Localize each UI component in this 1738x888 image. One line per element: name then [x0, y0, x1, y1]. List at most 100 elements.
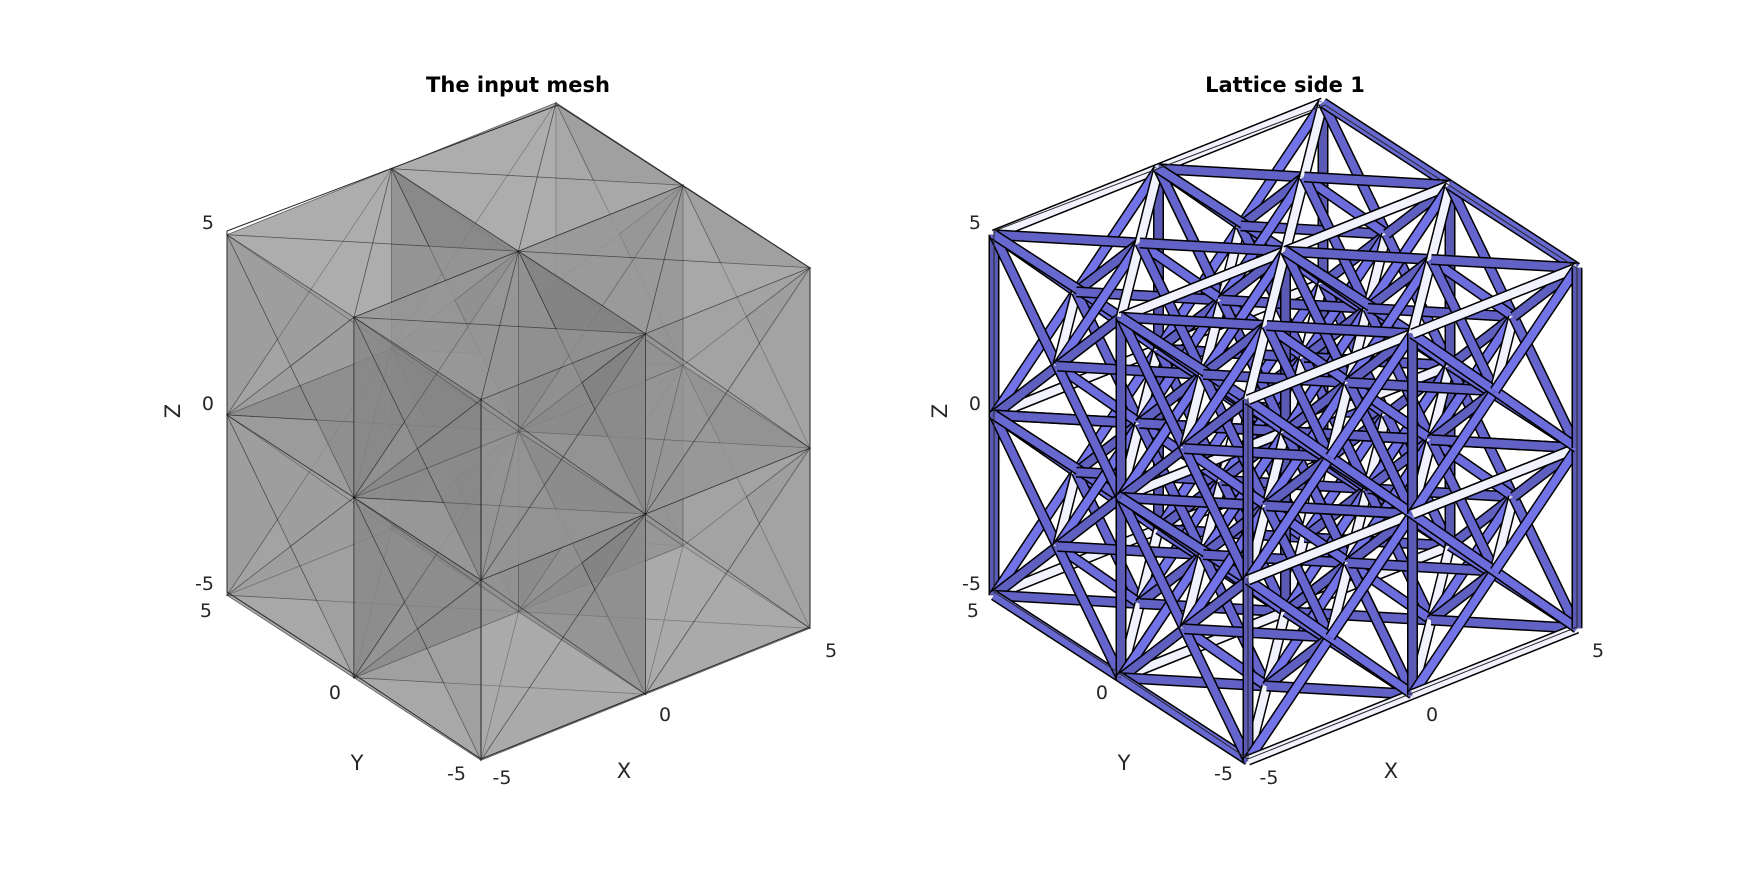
lattice-strut	[1428, 436, 1516, 501]
lattice-strut	[1218, 174, 1308, 303]
lattice-strut	[990, 413, 1062, 549]
lattice-strut	[1072, 166, 1162, 295]
mesh-face	[391, 102, 557, 178]
lattice-strut	[1057, 542, 1204, 559]
lattice-strut	[1262, 250, 1290, 327]
lattice-strut	[1345, 257, 1435, 385]
y-axis-ticks: 5 0 -5	[967, 600, 1233, 785]
z-tick-label: -5	[962, 573, 981, 595]
lattice-strut	[1244, 634, 1334, 763]
lattice-strut	[1120, 673, 1267, 690]
lattice-strut	[1119, 247, 1287, 321]
lattice-strut	[1411, 444, 1579, 518]
y-tick-label: 0	[1096, 682, 1108, 704]
lattice-strut	[1491, 265, 1581, 394]
lattice-strut	[1158, 164, 1305, 181]
lattice-strut	[1184, 444, 1331, 461]
panel-input-mesh: The input mesh 5 0 -5 Z 5 0 -5 Y -5 0 5 …	[161, 73, 837, 789]
lattice-strut	[1137, 239, 1225, 304]
lattice-strut	[1326, 511, 1416, 640]
lattice-strut	[1264, 502, 1352, 567]
lattice-strut	[1427, 257, 1499, 393]
lattice-strut	[1117, 552, 1207, 680]
x-tick-label: 5	[1592, 640, 1604, 662]
lattice-strut	[1408, 258, 1436, 335]
lattice-strut	[1409, 568, 1499, 697]
lattice-strut	[1117, 495, 1189, 631]
lattice-strut	[1304, 173, 1451, 190]
lattice-strut	[1300, 175, 1372, 311]
lattice-strut	[1327, 453, 1415, 518]
y-tick-label: 5	[200, 600, 212, 622]
lattice-strut	[1246, 690, 1414, 764]
lattice-strut	[1284, 181, 1452, 255]
lattice-strut	[1180, 446, 1252, 582]
panel-title: Lattice side 1	[1205, 73, 1365, 97]
x-axis-label: X	[617, 759, 631, 783]
lattice-strut	[1135, 167, 1163, 244]
z-tick-label: 5	[969, 212, 981, 234]
lattice-strut	[1180, 627, 1252, 762]
lattice-strut	[1300, 101, 1327, 178]
x-tick-label: 0	[1426, 704, 1438, 726]
lattice-strut	[1264, 322, 1352, 386]
lattice-strut	[1301, 173, 1389, 238]
z-axis-ticks: 5 0 -5	[962, 212, 981, 595]
lattice-strut	[1246, 510, 1414, 584]
lattice-strut	[1118, 445, 1187, 501]
lattice-strut	[1244, 454, 1334, 583]
lattice-strut	[1364, 183, 1454, 311]
x-axis-ticks: -5 0 5	[1260, 640, 1605, 789]
lattice-strut	[1245, 396, 1333, 461]
lattice-render	[988, 97, 1583, 766]
lattice-strut	[990, 469, 1080, 598]
lattice-strut	[1237, 100, 1327, 229]
z-axis-label: Z	[161, 404, 185, 418]
lattice-strut	[991, 543, 1060, 599]
lattice-strut	[993, 411, 1140, 428]
lattice-strut	[1139, 239, 1286, 256]
lattice-strut	[1182, 576, 1251, 633]
lattice-strut	[1199, 249, 1289, 377]
x-tick-label: 0	[659, 704, 671, 726]
lattice-strut	[1136, 241, 1207, 377]
axes-box	[993, 104, 1578, 760]
y-axis-ticks: 5 0 -5	[200, 600, 466, 785]
lattice-strut	[1117, 242, 1144, 319]
lattice-strut	[1492, 567, 1580, 632]
mesh-face	[226, 168, 393, 244]
y-tick-label: 0	[329, 682, 341, 704]
panel-lattice-side: Lattice side 1 5 0 -5 Z 5 0 -5 Y -5 0 5 …	[928, 73, 1604, 789]
lattice-strut	[992, 165, 1160, 239]
lattice-strut	[1326, 331, 1416, 460]
lattice-strut	[1057, 362, 1204, 379]
x-tick-label: -5	[1260, 767, 1279, 789]
lattice-strut	[1410, 510, 1498, 575]
lattice-strut	[1117, 372, 1207, 500]
lattice-strut	[1491, 445, 1581, 574]
z-tick-label: 5	[202, 212, 214, 234]
lattice-strut	[1266, 321, 1413, 338]
lattice-strut	[1411, 264, 1579, 338]
lattice-strut	[991, 362, 1060, 419]
z-tick-label: 0	[202, 393, 214, 415]
axes-box	[226, 104, 811, 760]
x-tick-label: 5	[825, 640, 837, 662]
lattice-strut	[1118, 625, 1187, 681]
lattice-strut	[1285, 247, 1432, 264]
y-axis-label: Y	[350, 751, 364, 775]
x-tick-label: -5	[493, 767, 512, 789]
lattice-strut	[1120, 313, 1267, 330]
lattice-strut	[1431, 255, 1578, 272]
lattice-strut	[1053, 544, 1125, 680]
lattice-strut	[993, 230, 1140, 247]
lattice-strut	[1184, 624, 1331, 642]
lattice-strut	[1182, 396, 1251, 452]
lattice-strut	[1120, 493, 1267, 510]
lattice-strut	[1246, 330, 1414, 404]
lattice-strut	[1118, 674, 1251, 764]
lattice-strut	[993, 591, 1140, 608]
lattice-strut	[1327, 633, 1415, 698]
z-axis-ticks: 5 0 -5	[195, 212, 214, 595]
